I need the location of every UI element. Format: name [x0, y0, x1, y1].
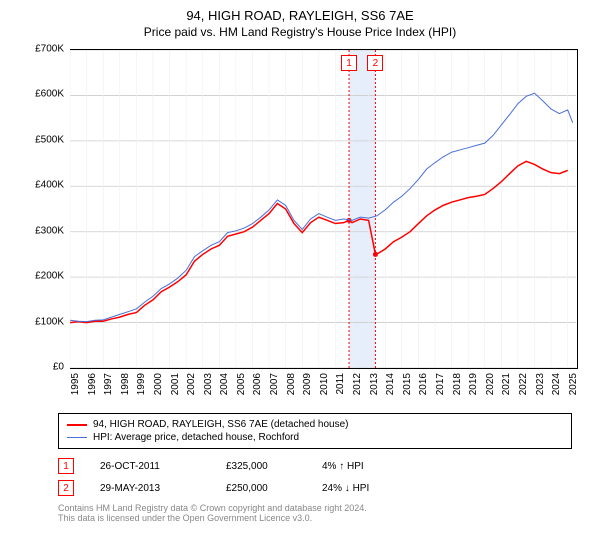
x-tick-label: 2007: [269, 373, 280, 395]
y-axis: £0£100K£200K£300K£400K£500K£600K£700K: [20, 49, 68, 369]
x-tick-label: 2019: [468, 373, 479, 395]
x-tick-label: 2018: [452, 373, 463, 395]
x-tick-label: 1995: [70, 373, 81, 395]
footer-line-1: Contains HM Land Registry data © Crown c…: [58, 503, 592, 513]
x-tick-label: 1996: [87, 373, 98, 395]
footer-line-2: This data is licensed under the Open Gov…: [58, 513, 592, 523]
x-tick-label: 2025: [568, 373, 579, 395]
x-tick-label: 2021: [501, 373, 512, 395]
x-tick-label: 2011: [335, 373, 346, 395]
chart-container: 94, HIGH ROAD, RAYLEIGH, SS6 7AE Price p…: [0, 0, 600, 531]
x-tick-label: 2003: [203, 373, 214, 395]
y-tick-label: £0: [53, 362, 64, 373]
y-tick-label: £700K: [35, 44, 64, 55]
x-tick-label: 2001: [170, 373, 181, 395]
legend-label: 94, HIGH ROAD, RAYLEIGH, SS6 7AE (detach…: [93, 419, 348, 430]
y-tick-label: £100K: [35, 316, 64, 327]
transaction-pct: 4% ↑ HPI: [322, 461, 412, 472]
y-tick-label: £500K: [35, 134, 64, 145]
x-tick-label: 2022: [518, 373, 529, 395]
transaction-price: £250,000: [226, 483, 296, 494]
transaction-marker-icon: 2: [58, 480, 74, 496]
transactions-table: 1 26-OCT-2011 £325,000 4% ↑ HPI 2 29-MAY-2013…: [58, 455, 592, 499]
chart-area: £0£100K£200K£300K£400K£500K£600K£700K 19…: [20, 49, 580, 409]
plot-svg: [70, 50, 576, 368]
x-tick-label: 2006: [252, 373, 263, 395]
x-tick-label: 2002: [186, 373, 197, 395]
x-tick-label: 1997: [103, 373, 114, 395]
y-tick-label: £400K: [35, 180, 64, 191]
x-tick-label: 2000: [153, 373, 164, 395]
legend: 94, HIGH ROAD, RAYLEIGH, SS6 7AE (detach…: [58, 413, 572, 449]
y-tick-label: £300K: [35, 225, 64, 236]
plot-area: [70, 49, 578, 369]
x-tick-label: 2015: [402, 373, 413, 395]
transaction-row: 1 26-OCT-2011 £325,000 4% ↑ HPI: [58, 455, 592, 477]
chart-title: 94, HIGH ROAD, RAYLEIGH, SS6 7AE: [8, 8, 592, 23]
x-tick-label: 2023: [535, 373, 546, 395]
legend-item: 94, HIGH ROAD, RAYLEIGH, SS6 7AE (detach…: [67, 418, 563, 431]
x-tick-label: 2005: [236, 373, 247, 395]
x-tick-label: 1999: [136, 373, 147, 395]
x-axis: 1995 1996 1997 1998 1999 2000 2001 2002 2003 2004…: [70, 371, 578, 407]
x-tick-label: 2024: [551, 373, 562, 395]
legend-label: HPI: Average price, detached house, Roch…: [93, 432, 299, 443]
legend-swatch: [67, 437, 87, 438]
x-tick-label: 2012: [352, 373, 363, 395]
footer: Contains HM Land Registry data © Crown c…: [58, 503, 592, 523]
x-tick-label: 2020: [485, 373, 496, 395]
y-tick-label: £200K: [35, 271, 64, 282]
x-tick-label: 2004: [219, 373, 230, 395]
chart-subtitle: Price paid vs. HM Land Registry's House …: [8, 25, 592, 39]
annotation-marker: 1: [341, 55, 357, 71]
y-tick-label: £600K: [35, 89, 64, 100]
legend-item: HPI: Average price, detached house, Roch…: [67, 431, 563, 444]
transaction-date: 26-OCT-2011: [100, 461, 200, 472]
x-tick-label: 2014: [385, 373, 396, 395]
transaction-pct: 24% ↓ HPI: [322, 483, 412, 494]
x-tick-label: 1998: [120, 373, 131, 395]
x-tick-label: 2009: [302, 373, 313, 395]
transaction-marker-icon: 1: [58, 458, 74, 474]
transaction-row: 2 29-MAY-2013 £250,000 24% ↓ HPI: [58, 477, 592, 499]
x-tick-label: 2008: [286, 373, 297, 395]
transaction-price: £325,000: [226, 461, 296, 472]
annotation-marker: 2: [367, 55, 383, 71]
legend-swatch: [67, 424, 87, 426]
transaction-date: 29-MAY-2013: [100, 483, 200, 494]
x-tick-label: 2016: [418, 373, 429, 395]
x-tick-label: 2010: [319, 373, 330, 395]
x-tick-label: 2017: [435, 373, 446, 395]
x-tick-label: 2013: [369, 373, 380, 395]
